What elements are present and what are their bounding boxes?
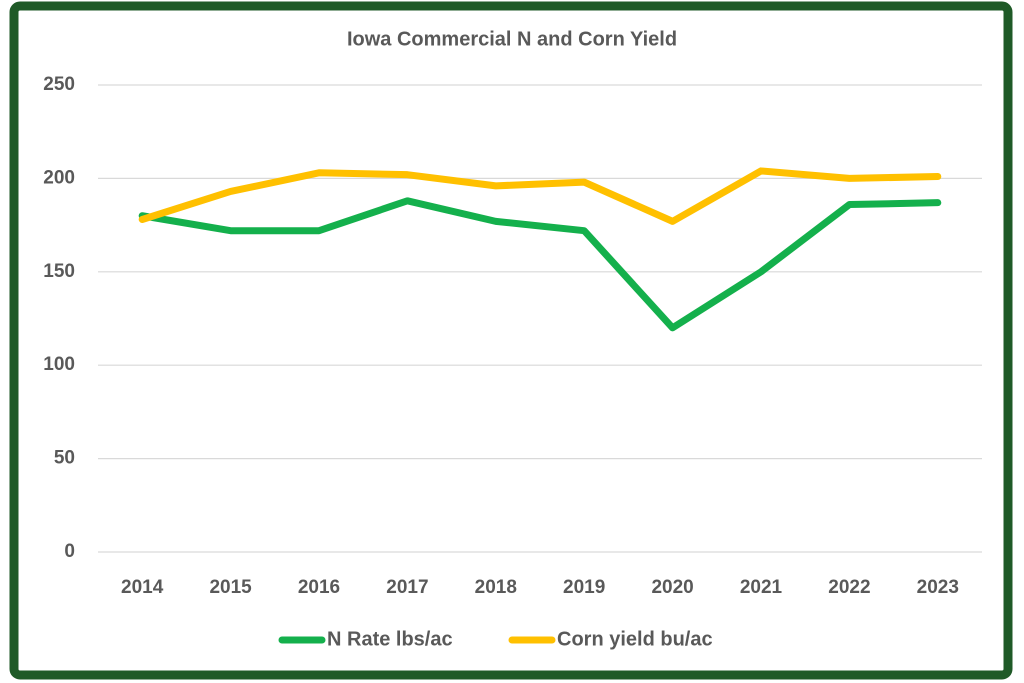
chart-frame — [9, 1, 1013, 680]
x-tick-label: 2022 — [828, 577, 870, 598]
x-tick-label: 2020 — [651, 577, 693, 598]
y-tick-label: 100 — [43, 354, 75, 375]
series-line — [138, 197, 942, 332]
series-line — [138, 167, 942, 225]
x-tick-label: 2018 — [475, 577, 517, 598]
x-tick-label: 2021 — [740, 577, 783, 598]
y-tick-label: 50 — [54, 448, 75, 469]
x-tick-label: 2017 — [386, 577, 428, 598]
y-tick-label: 150 — [43, 261, 75, 282]
x-tick-label: 2016 — [298, 577, 340, 598]
legend-label: Corn yield bu/ac — [557, 628, 713, 650]
x-tick-label: 2014 — [121, 577, 164, 598]
x-tick-label: 2019 — [563, 577, 605, 598]
chart-title: Iowa Commercial N and Corn Yield — [347, 28, 677, 50]
legend-label: N Rate lbs/ac — [327, 628, 453, 650]
y-tick-label: 200 — [43, 167, 75, 188]
y-tick-label: 0 — [64, 541, 75, 562]
x-tick-label: 2023 — [917, 577, 959, 598]
x-tick-label: 2015 — [209, 577, 252, 598]
y-tick-label: 250 — [43, 74, 75, 95]
